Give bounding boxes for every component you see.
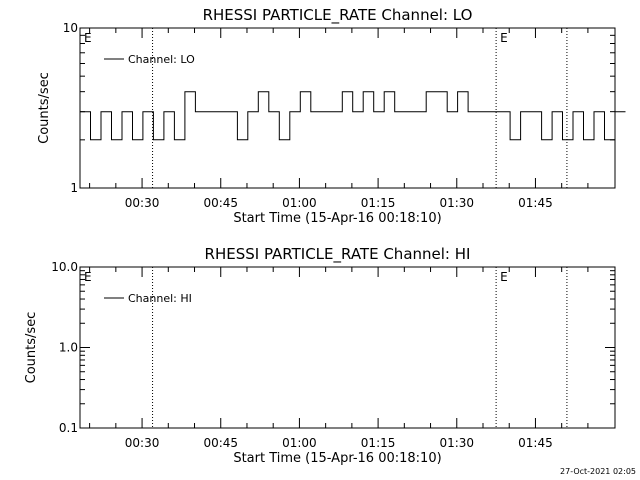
x-tick-label: 00:30 <box>125 196 160 210</box>
y-tick-label: 0.1 <box>59 421 78 435</box>
x-tick-label: 01:00 <box>282 436 317 450</box>
x-tick-label: 00:45 <box>203 436 238 450</box>
chart-title: RHESSI PARTICLE_RATE Channel: LO <box>203 6 473 25</box>
x-tick-label: 00:45 <box>203 196 238 210</box>
x-axis-label: Start Time (15-Apr-16 00:18:10) <box>233 211 441 226</box>
timestamp: 27-Oct-2021 02:05 <box>560 467 636 476</box>
chart-panel-1: RHESSI PARTICLE_RATE Channel: HI 0.1 1.0 10… <box>24 245 616 466</box>
y-tick-label: 10 <box>63 21 78 35</box>
y-axis-label: Counts/sec <box>24 312 39 384</box>
chart-panel-0: RHESSI PARTICLE_RATE Channel: LO 1 10 00:30… <box>37 6 626 226</box>
series-line-0 <box>80 91 626 141</box>
event-marker-label: E <box>500 31 508 45</box>
x-tick-label: 01:30 <box>439 436 474 450</box>
y-tick-label: 1 <box>70 181 78 195</box>
x-tick-label: 01:00 <box>282 196 317 210</box>
event-marker-label: E <box>500 270 508 284</box>
chart-title: RHESSI PARTICLE_RATE Channel: HI <box>205 245 471 264</box>
y-axis-label: Counts/sec <box>37 72 52 144</box>
y-tick-label: 10.0 <box>51 260 78 274</box>
event-marker-label: E <box>84 270 92 284</box>
x-axis-label: Start Time (15-Apr-16 00:18:10) <box>233 451 441 466</box>
x-tick-label: 01:45 <box>518 196 553 210</box>
legend-label: Channel: HI <box>128 292 192 305</box>
x-tick-label: 00:30 <box>125 436 160 450</box>
plot-frame <box>79 27 616 189</box>
x-tick-label: 01:15 <box>361 196 396 210</box>
legend-label: Channel: LO <box>128 53 195 66</box>
event-marker-label: E <box>84 31 92 45</box>
x-tick-label: 01:45 <box>518 436 553 450</box>
x-tick-label: 01:15 <box>361 436 396 450</box>
x-tick-label: 01:30 <box>439 196 474 210</box>
y-tick-label: 1.0 <box>59 341 78 355</box>
